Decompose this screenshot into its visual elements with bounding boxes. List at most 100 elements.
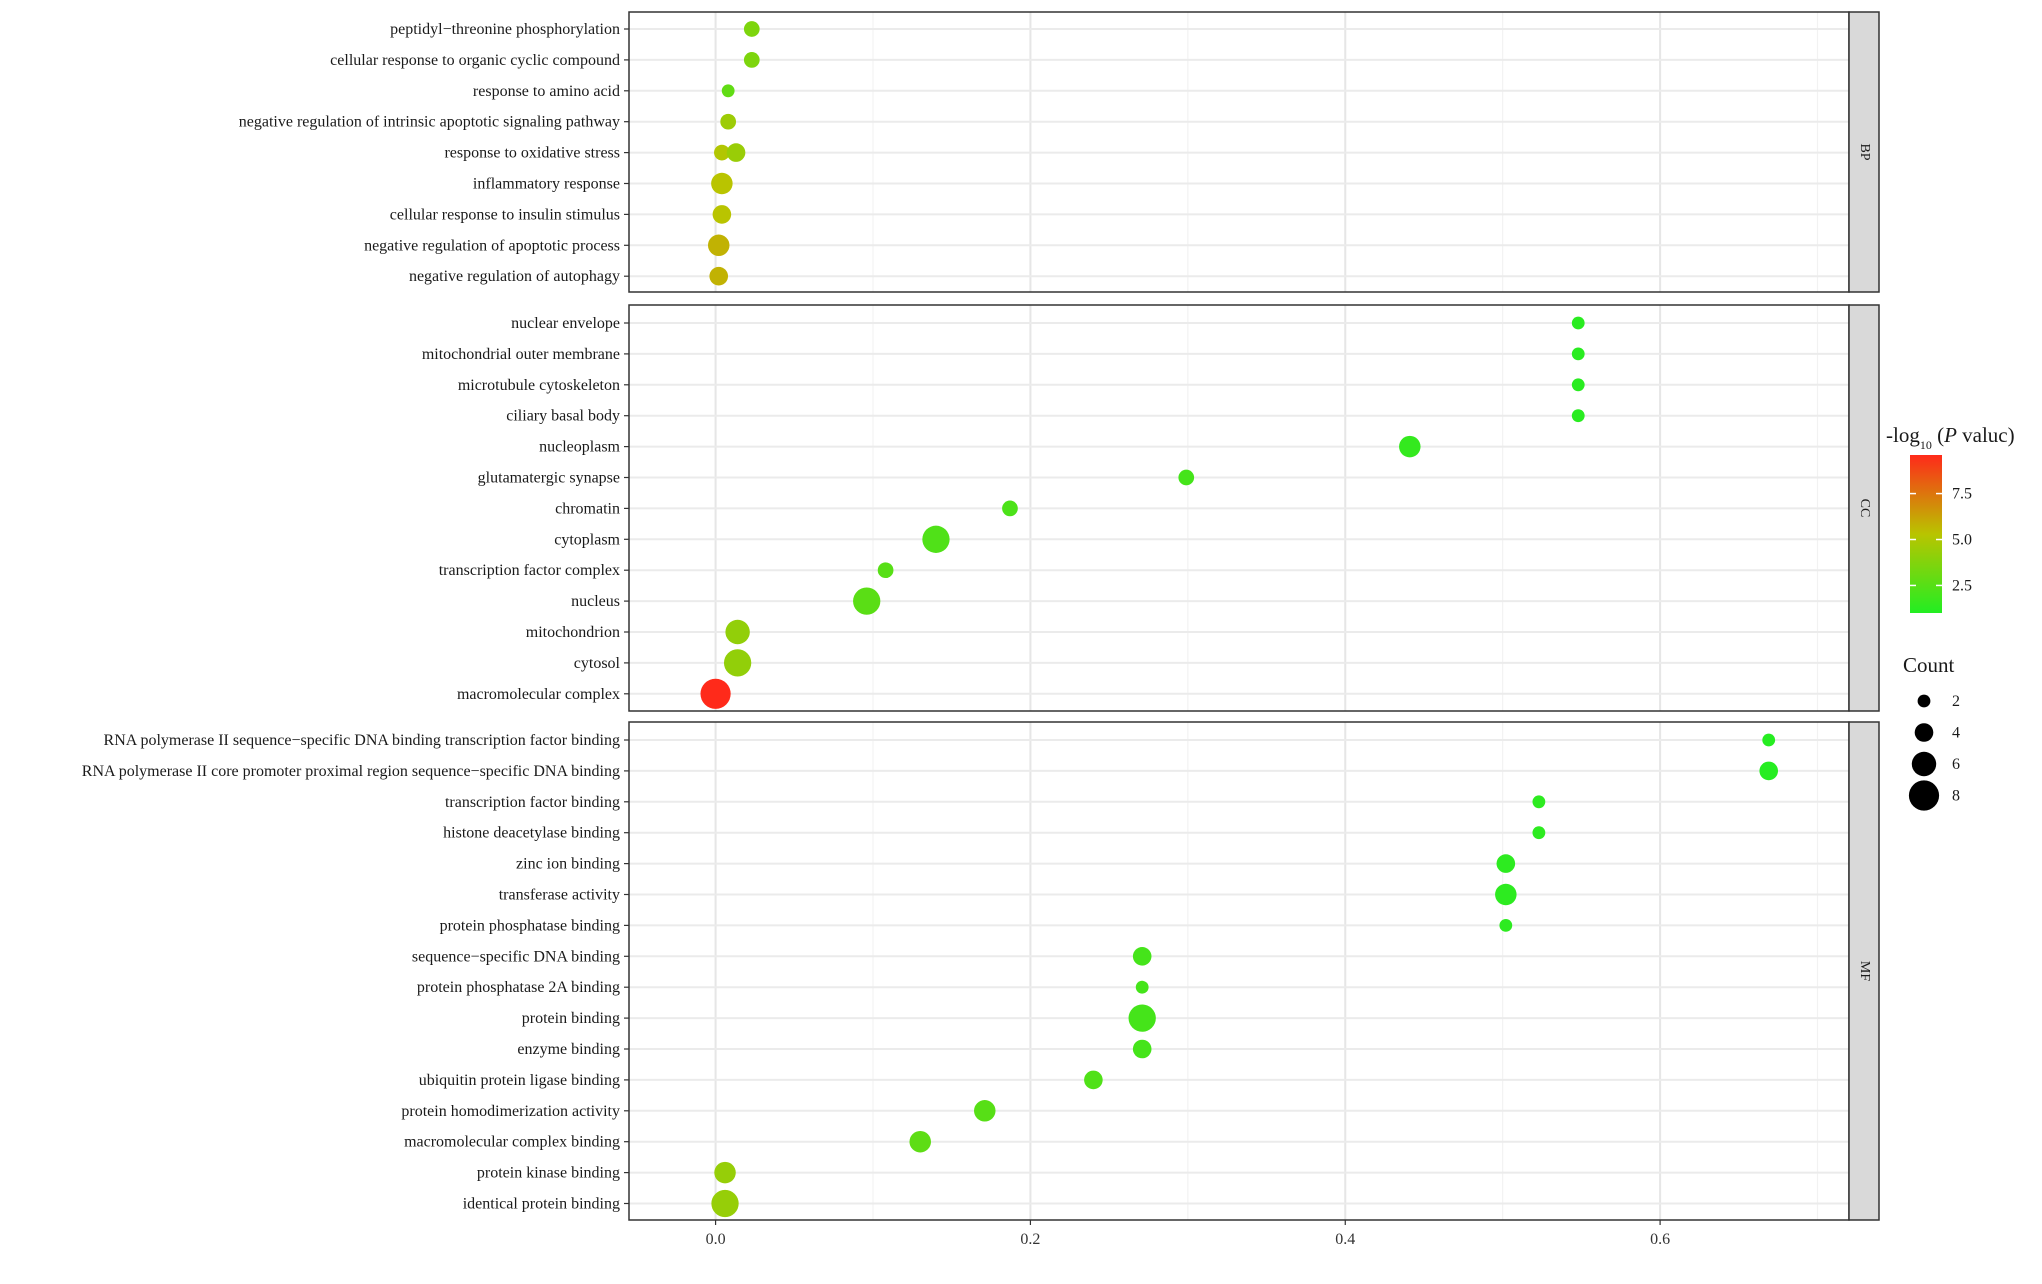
size-legend-label: 6 — [1952, 756, 1960, 773]
data-point — [725, 619, 750, 645]
size-legend-dot — [1914, 723, 1934, 742]
data-point — [1532, 826, 1546, 840]
x-tick-label: 0.2 — [1020, 1231, 1040, 1248]
data-point — [1135, 980, 1149, 994]
term-label: zinc ion binding — [516, 856, 620, 873]
x-tick-label: 0.6 — [1650, 1231, 1670, 1248]
x-axis: 0.0 0.2 0.4 0.6 — [706, 1220, 1670, 1248]
facet-strip-label: CC — [1857, 499, 1872, 518]
term-label: RNA polymerase II core promoter proximal… — [82, 763, 620, 780]
data-point — [1132, 947, 1152, 966]
data-point — [707, 234, 730, 257]
facet-strip — [1848, 11, 1880, 293]
colorbar-tick-label: 5.0 — [1952, 532, 1972, 549]
term-label: response to oxidative stress — [444, 145, 620, 162]
term-label: histone deacetylase binding — [443, 825, 620, 842]
data-point — [720, 113, 737, 130]
term-label: protein phosphatase binding — [440, 917, 620, 934]
term-label: transferase activity — [499, 887, 620, 904]
data-point — [853, 587, 881, 615]
data-point — [714, 1161, 736, 1184]
data-point — [711, 172, 733, 195]
data-point — [1128, 1004, 1156, 1032]
term-label: macromolecular complex binding — [404, 1134, 620, 1151]
x-tick-label: 0.0 — [706, 1231, 726, 1248]
term-label: macromolecular complex — [457, 686, 620, 703]
term-label: negative regulation of apoptotic process — [364, 237, 620, 254]
term-label: microtubule cytoskeleton — [458, 377, 620, 394]
term-label: mitochondrial outer membrane — [422, 346, 620, 363]
term-label: cytosol — [574, 655, 621, 672]
data-point — [922, 525, 950, 553]
term-label: cellular response to organic cyclic comp… — [330, 52, 620, 69]
panel-cc: nuclear envelope mitochondrial outer memb… — [422, 304, 1880, 712]
size-legend-dot — [1911, 751, 1937, 777]
data-point — [974, 1100, 996, 1122]
panel-bp: peptidyl−threonine phosphorylation cellul… — [239, 11, 1880, 293]
term-label: glutamatergic synapse — [478, 470, 620, 487]
data-point — [1571, 409, 1585, 423]
term-label: nuclear envelope — [511, 315, 620, 332]
term-label: chromatin — [555, 500, 620, 517]
term-label: sequence−specific DNA binding — [412, 948, 620, 965]
term-label: cytoplasm — [554, 531, 620, 548]
term-label: mitochondrion — [526, 624, 620, 641]
term-label: nucleoplasm — [539, 439, 620, 456]
data-point — [711, 1189, 739, 1218]
size-legend-dot — [1917, 694, 1931, 708]
panel-mf: RNA polymerase II sequence−specific DNA … — [82, 721, 1880, 1221]
colorbar-tick-label: 7.5 — [1952, 486, 1972, 503]
term-label: protein kinase binding — [477, 1165, 620, 1182]
data-point — [1759, 761, 1779, 781]
facet-strip — [1848, 721, 1880, 1221]
term-label: transcription factor complex — [439, 562, 620, 579]
term-label: transcription factor binding — [445, 794, 620, 811]
data-point — [1002, 500, 1018, 517]
data-point — [1132, 1039, 1152, 1059]
facet-strip-label: MF — [1857, 961, 1872, 981]
data-point — [1571, 378, 1585, 392]
legend: -log10 (P valuc) 2.5 5.0 7.5 Count 2 4 6 8 — [1886, 423, 2015, 811]
facet-strip-label: BP — [1857, 143, 1872, 160]
data-point — [1496, 854, 1516, 873]
colorbar-tick-label: 2.5 — [1952, 577, 1972, 594]
size-legend-dot — [1908, 780, 1940, 811]
color-legend-title: -log10 (P valuc) — [1886, 423, 2015, 452]
term-label: cellular response to insulin stimulus — [390, 206, 620, 223]
term-label: negative regulation of autophagy — [409, 268, 620, 285]
data-point — [709, 266, 729, 286]
data-point — [1178, 469, 1195, 486]
term-label: negative regulation of intrinsic apoptot… — [239, 114, 620, 131]
data-point — [700, 678, 731, 709]
size-legend-label: 8 — [1952, 788, 1960, 805]
data-point — [743, 52, 760, 68]
term-label: enzyme binding — [517, 1041, 620, 1058]
data-point — [1532, 795, 1546, 809]
size-legend-label: 4 — [1952, 725, 1960, 742]
data-point — [1499, 919, 1513, 932]
term-label: response to amino acid — [473, 83, 620, 100]
data-point — [743, 21, 760, 37]
data-point — [1399, 435, 1421, 458]
term-label: protein phosphatase 2A binding — [417, 979, 620, 996]
panel-background — [629, 722, 1849, 1220]
data-point — [1762, 733, 1776, 747]
data-point — [877, 562, 894, 579]
data-point — [714, 144, 730, 161]
term-label: inflammatory response — [473, 176, 620, 193]
term-label: ciliary basal body — [506, 408, 620, 425]
data-point — [726, 143, 746, 162]
term-label: protein binding — [522, 1010, 620, 1027]
term-label: peptidyl−threonine phosphorylation — [390, 21, 620, 38]
data-point — [909, 1130, 931, 1153]
data-point — [1495, 883, 1517, 906]
data-point — [1571, 347, 1585, 361]
colorbar — [1910, 455, 1942, 613]
facet-strip — [1848, 304, 1880, 712]
data-point — [721, 84, 735, 98]
data-point — [712, 205, 732, 224]
data-point — [723, 649, 752, 677]
x-tick-label: 0.4 — [1335, 1231, 1355, 1248]
term-label: RNA polymerase II sequence−specific DNA … — [104, 732, 620, 749]
